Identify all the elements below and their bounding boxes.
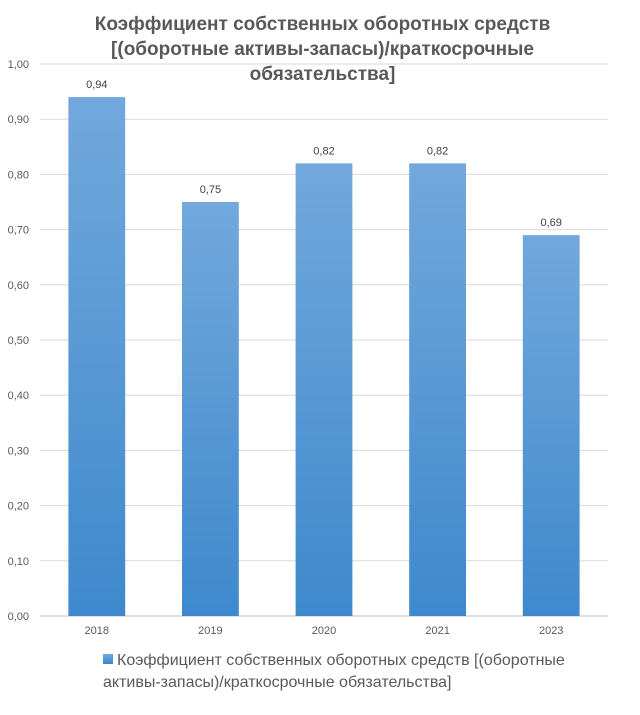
y-axis-ticks: 0,00 0,10 0,20 0,30 0,40 0,50 0,60 0,70 0,80 0,90… [8,59,29,623]
x-tick-label: 2019 [198,625,222,637]
data-labels: 0,94 0,75 0,82 0,82 0,69 [86,79,562,229]
y-tick-label: 0,90 [8,114,29,126]
bars [68,97,580,617]
x-tick-label: 2021 [425,625,449,637]
y-tick-label: 0,10 [8,556,29,568]
legend-swatch [103,654,113,664]
data-label: 0,75 [200,184,221,196]
data-label: 0,82 [313,145,334,157]
y-tick-label: 0,00 [8,611,29,623]
data-label: 0,94 [86,79,107,91]
legend: Коэффициент собственных оборотных средст… [103,650,623,694]
bar [409,163,466,617]
y-tick-label: 0,60 [8,280,29,292]
y-tick-label: 0,40 [8,390,29,402]
x-tick-label: 2020 [312,625,336,637]
bar [295,163,353,617]
y-tick-label: 0,20 [8,501,29,513]
y-tick-label: 0,30 [8,445,29,457]
data-label: 0,82 [427,145,448,157]
y-tick-label: 0,50 [8,335,29,347]
x-tick-label: 2023 [539,625,563,637]
x-axis-ticks: 2018 2019 2020 2021 2023 [85,625,564,637]
x-tick-label: 2018 [85,625,109,637]
y-tick-label: 0,80 [8,169,29,181]
y-tick-label: 1,00 [8,59,29,71]
bar [68,97,126,617]
legend-label: Коэффициент собственных оборотных средст… [103,652,565,691]
chart-title: Коэффициент собственных оборотных средст… [94,14,551,85]
y-tick-label: 0,70 [8,225,29,237]
bar [522,235,580,616]
bar [182,202,239,616]
data-label: 0,69 [540,217,561,229]
